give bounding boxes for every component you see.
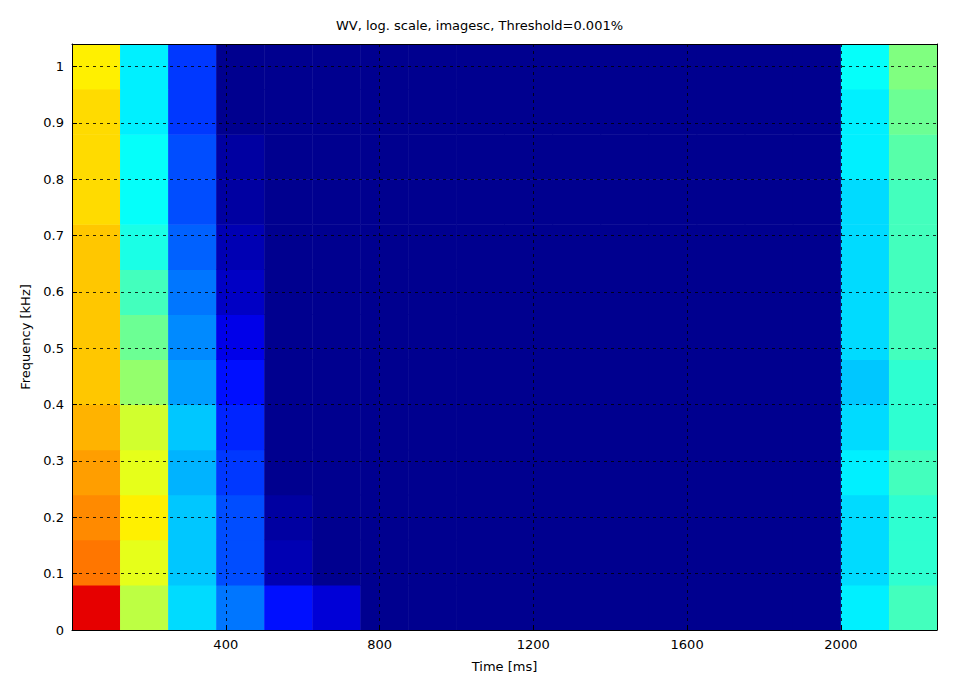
svg-text:0.9: 0.9 xyxy=(43,115,64,130)
svg-text:0.7: 0.7 xyxy=(43,228,64,243)
svg-text:400: 400 xyxy=(213,637,238,652)
svg-text:1600: 1600 xyxy=(671,637,704,652)
svg-text:0.5: 0.5 xyxy=(43,341,64,356)
svg-text:Time [ms]: Time [ms] xyxy=(471,659,538,674)
svg-text:0.6: 0.6 xyxy=(43,284,64,299)
svg-text:0.2: 0.2 xyxy=(43,510,64,525)
svg-text:1: 1 xyxy=(56,59,64,74)
svg-text:0.4: 0.4 xyxy=(43,397,64,412)
svg-text:Frequency [kHz]: Frequency [kHz] xyxy=(18,284,33,390)
svg-text:WV, log. scale, imagesc, Thres: WV, log. scale, imagesc, Threshold=0.001… xyxy=(336,18,623,33)
svg-text:0.3: 0.3 xyxy=(43,453,64,468)
svg-text:0.1: 0.1 xyxy=(43,566,64,581)
svg-text:0.8: 0.8 xyxy=(43,172,64,187)
svg-text:800: 800 xyxy=(367,637,392,652)
svg-text:1200: 1200 xyxy=(517,637,550,652)
svg-text:2000: 2000 xyxy=(824,637,857,652)
svg-text:0: 0 xyxy=(56,623,64,638)
